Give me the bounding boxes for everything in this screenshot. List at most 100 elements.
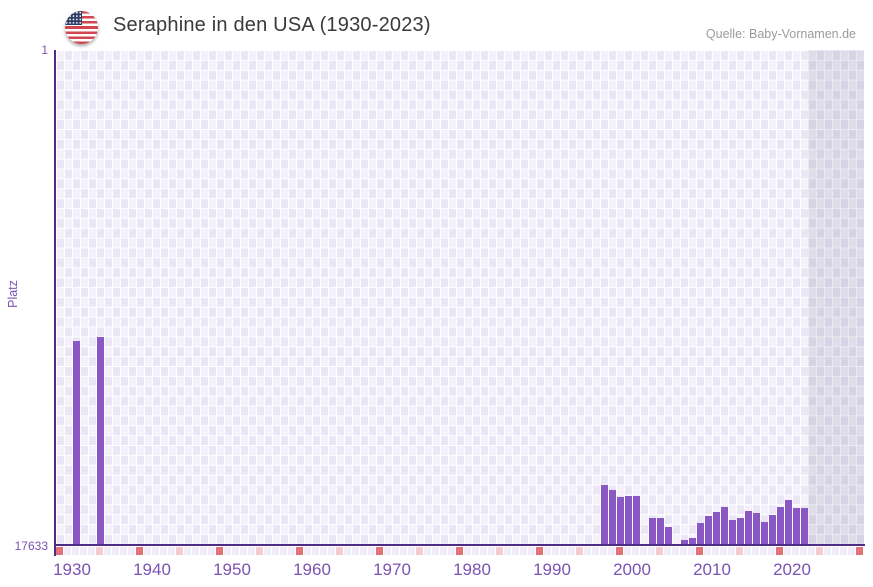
- strip-cell-2027: [848, 547, 855, 555]
- flag-canton: [65, 11, 82, 25]
- bar-2019: [784, 500, 792, 544]
- strip-cell-2017: [768, 547, 775, 555]
- strip-cell-1948: [216, 547, 223, 555]
- bar-2016: [760, 522, 768, 544]
- strip-cell-1991: [560, 547, 567, 555]
- strip-cell-1956: [280, 547, 287, 555]
- bar-2010: [712, 512, 720, 544]
- strip-cell-1967: [368, 547, 375, 555]
- plot-area: [56, 50, 864, 544]
- strip-cell-1941: [160, 547, 167, 555]
- strip-cell-1958: [296, 547, 303, 555]
- strip-cell-2013: [736, 547, 743, 555]
- chart-title: Seraphine in den USA (1930-2023): [113, 14, 431, 36]
- strip-cell-1997: [608, 547, 615, 555]
- strip-cell-1979: [464, 547, 471, 555]
- strip-cell-1998: [616, 547, 623, 555]
- strip-cell-1996: [600, 547, 607, 555]
- x-tick-2000: 2000: [613, 560, 651, 579]
- bar-2009: [704, 516, 712, 544]
- bar-2012: [728, 520, 736, 544]
- strip-cell-1987: [528, 547, 535, 555]
- x-tick-2010: 2010: [693, 560, 731, 579]
- strip-cell-2003: [656, 547, 663, 555]
- strip-cell-1990: [552, 547, 559, 555]
- bar-2018: [776, 507, 784, 544]
- strip-cell-1939: [144, 547, 151, 555]
- strip-cell-1951: [240, 547, 247, 555]
- strip-cell-2009: [704, 547, 711, 555]
- y-axis-line: [54, 50, 56, 556]
- bar-2013: [736, 518, 744, 544]
- strip-cell-2024: [824, 547, 831, 555]
- future-no-data-band: [808, 50, 864, 544]
- strip-cell-1942: [168, 547, 175, 555]
- strip-cell-1945: [192, 547, 199, 555]
- strip-cell-2014: [744, 547, 751, 555]
- strip-cell-1984: [504, 547, 511, 555]
- x-tick-1960: 1960: [293, 560, 331, 579]
- bar-1996: [600, 485, 608, 544]
- bar-1933: [96, 337, 104, 544]
- strip-cell-1928: [56, 547, 63, 555]
- bar-2000: [632, 496, 640, 544]
- strip-cell-1969: [384, 547, 391, 555]
- x-tick-1950: 1950: [213, 560, 251, 579]
- strip-cell-2015: [752, 547, 759, 555]
- strip-cell-1986: [520, 547, 527, 555]
- strip-cell-2020: [792, 547, 799, 555]
- strip-cell-1971: [400, 547, 407, 555]
- strip-cell-2016: [760, 547, 767, 555]
- strip-cell-1977: [448, 547, 455, 555]
- bar-2003: [656, 518, 664, 544]
- strip-cell-1999: [624, 547, 631, 555]
- strip-cell-1944: [184, 547, 191, 555]
- strip-cell-1957: [288, 547, 295, 555]
- strip-cell-1989: [544, 547, 551, 555]
- strip-cell-1985: [512, 547, 519, 555]
- strip-cell-2006: [680, 547, 687, 555]
- strip-cell-1949: [224, 547, 231, 555]
- strip-cell-1938: [136, 547, 143, 555]
- strip-cell-1950: [232, 547, 239, 555]
- strip-cell-1975: [432, 547, 439, 555]
- x-tick-1940: 1940: [133, 560, 171, 579]
- strip-cell-1933: [96, 547, 103, 555]
- bar-2020: [792, 508, 800, 544]
- strip-cell-2025: [832, 547, 839, 555]
- strip-cell-1994: [584, 547, 591, 555]
- strip-cell-1968: [376, 547, 383, 555]
- bar-2021: [800, 508, 808, 544]
- strip-cell-2023: [816, 547, 823, 555]
- strip-cell-2012: [728, 547, 735, 555]
- strip-cell-1931: [80, 547, 87, 555]
- strip-cell-1982: [488, 547, 495, 555]
- bar-2004: [664, 527, 672, 544]
- strip-cell-2004: [664, 547, 671, 555]
- strip-cell-2021: [800, 547, 807, 555]
- bar-1999: [624, 496, 632, 544]
- strip-cell-1963: [336, 547, 343, 555]
- strip-cell-1954: [264, 547, 271, 555]
- strip-cell-1976: [440, 547, 447, 555]
- strip-cell-1988: [536, 547, 543, 555]
- strip-cell-2001: [640, 547, 647, 555]
- bar-1997: [608, 490, 616, 544]
- x-tick-1990: 1990: [533, 560, 571, 579]
- bar-2006: [680, 540, 688, 544]
- strip-cell-2008: [696, 547, 703, 555]
- strip-cell-2000: [632, 547, 639, 555]
- bar-2017: [768, 515, 776, 544]
- strip-cell-2018: [776, 547, 783, 555]
- bar-2015: [752, 513, 760, 544]
- strip-cell-1993: [576, 547, 583, 555]
- strip-cell-2028: [856, 547, 863, 555]
- x-tick-1980: 1980: [453, 560, 491, 579]
- y-axis-title: Platz: [6, 280, 20, 308]
- bar-2011: [720, 507, 728, 544]
- year-marker-strip: [56, 547, 864, 555]
- strip-cell-2005: [672, 547, 679, 555]
- bar-2008: [696, 523, 704, 544]
- y-axis-max-label: 1: [41, 43, 48, 57]
